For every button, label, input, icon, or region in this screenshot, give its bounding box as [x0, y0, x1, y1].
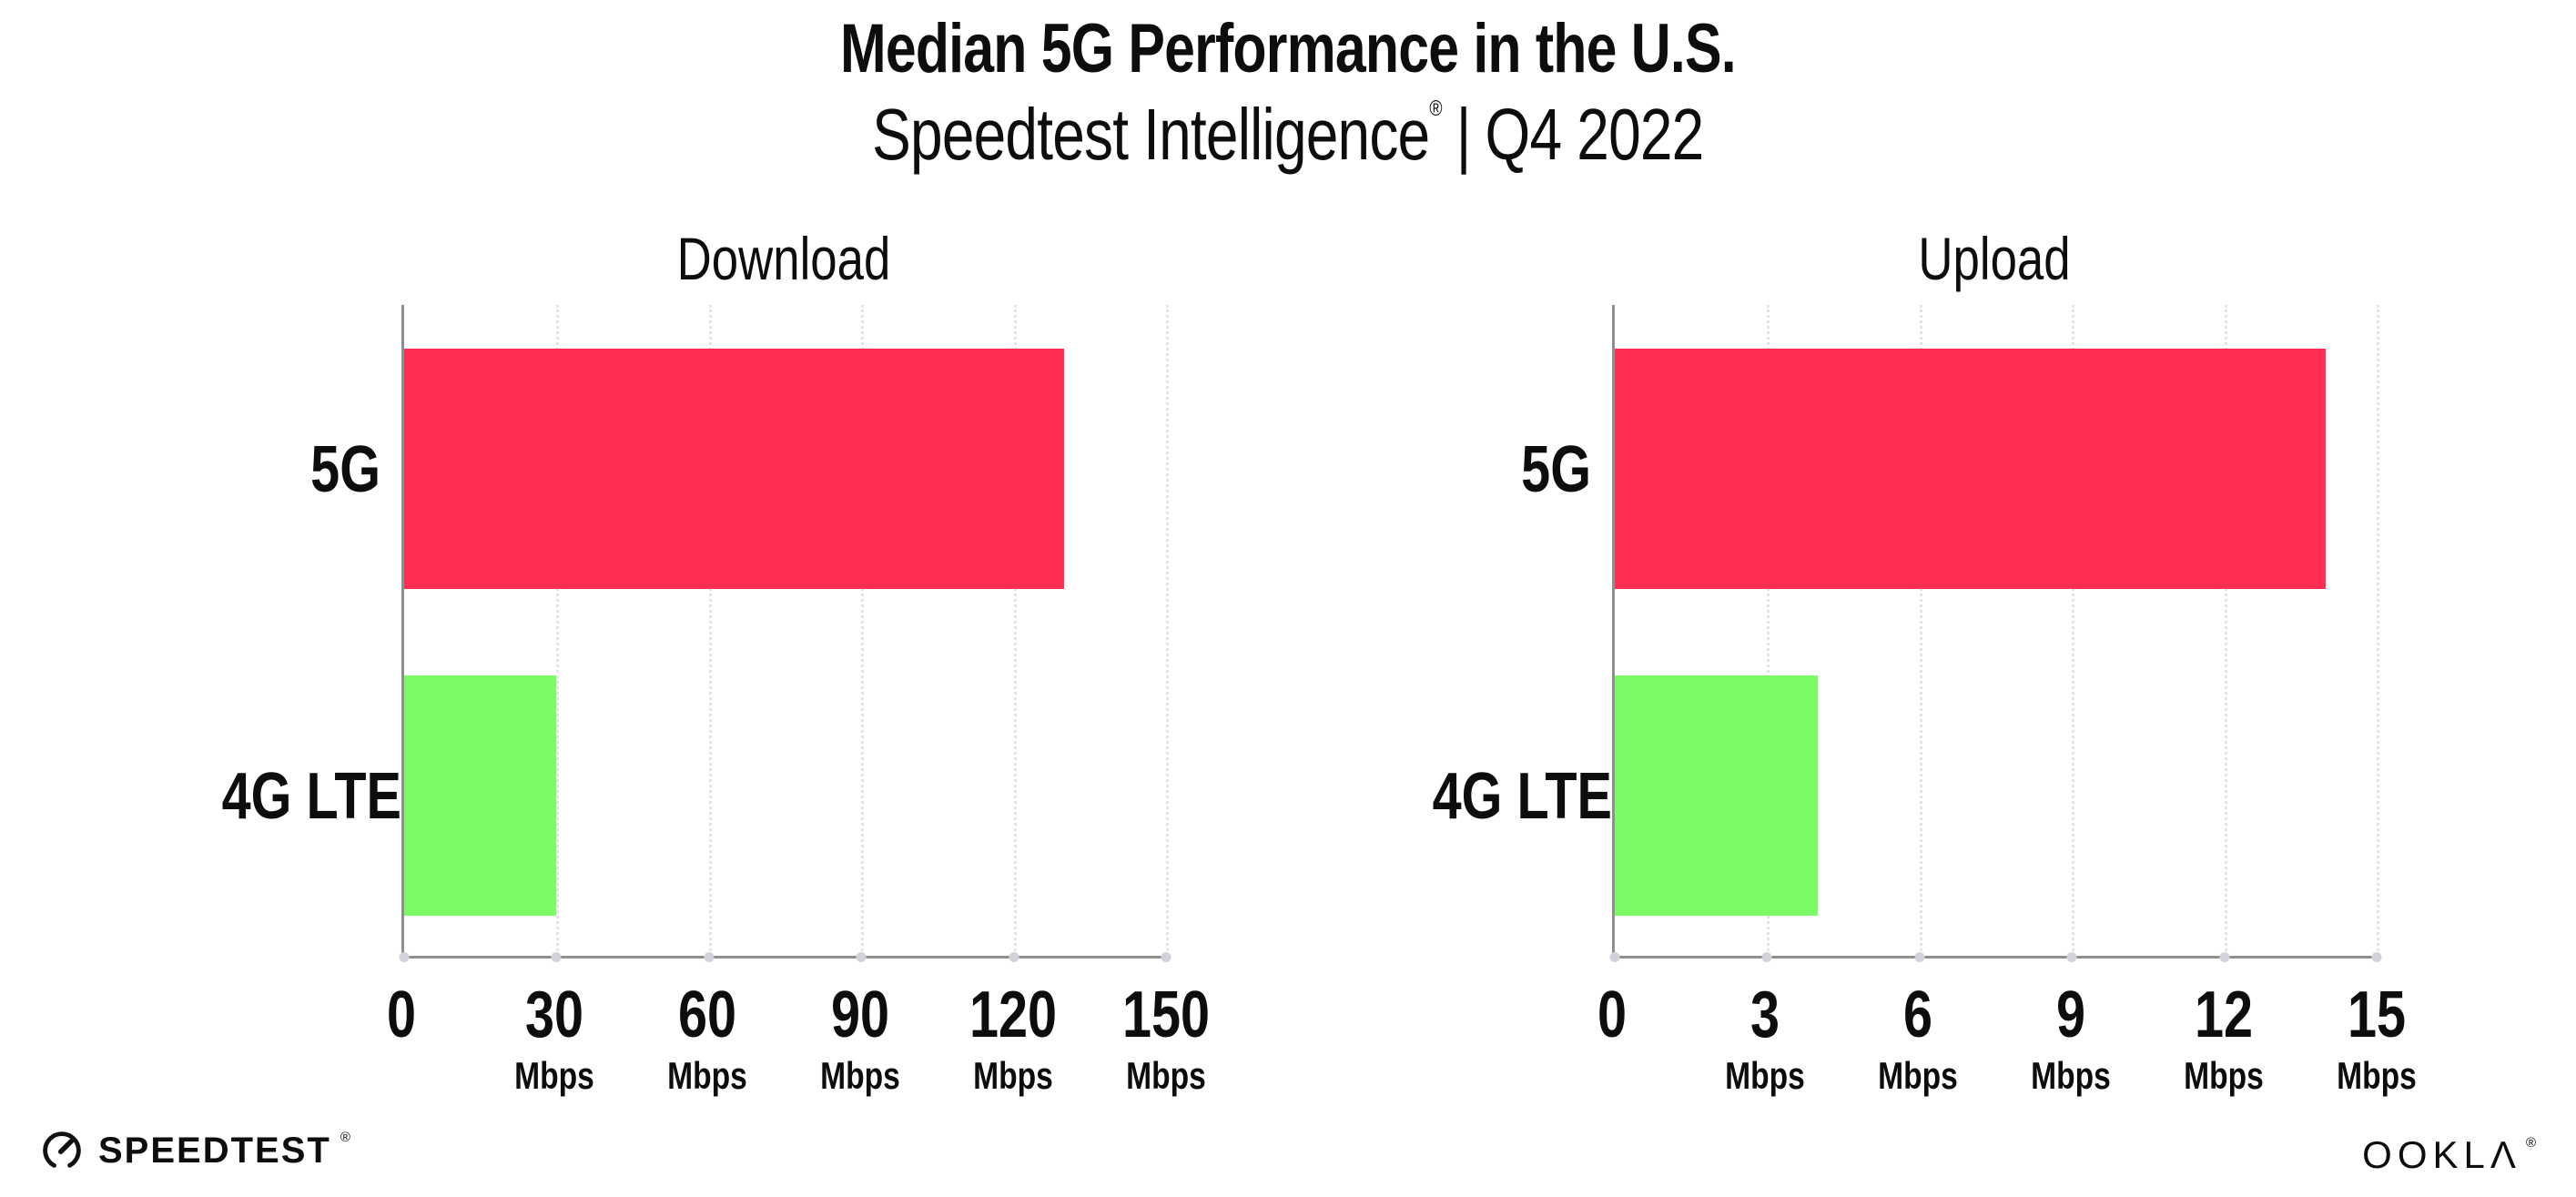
bar-5g-download — [404, 348, 1065, 589]
category-label-4g-lte: 4G LTE — [1432, 760, 1612, 833]
download-x-axis: 0 30 Mbps 60 Mbps 90 Mbps 120 Mbps 150 M… — [387, 959, 1210, 1159]
gridline — [556, 305, 560, 956]
x-tick: 12 Mbps — [2174, 982, 2274, 1095]
category-band-5g — [1615, 305, 2377, 632]
tick-value: 60 — [677, 979, 737, 1051]
bar-4g-lte-download — [404, 675, 557, 916]
tick-value: 3 — [1749, 979, 1780, 1051]
category-label-4g-lte: 4G LTE — [221, 760, 401, 833]
gridline — [2377, 305, 2379, 956]
tick-value: 120 — [969, 979, 1058, 1051]
tick-unit: Mbps — [667, 1054, 747, 1097]
x-tick: 60 Mbps — [657, 982, 757, 1095]
ookla-logo: OOKLΛ ® — [2362, 1136, 2536, 1174]
tick-unit: Mbps — [2031, 1054, 2111, 1097]
tick-dot — [2219, 952, 2230, 962]
tick-dot — [704, 952, 715, 962]
x-tick: 15 Mbps — [2327, 982, 2427, 1095]
speedtest-gauge-icon — [40, 1129, 84, 1172]
tick-dot — [551, 952, 562, 962]
category-label-5g: 5G — [1521, 433, 1591, 506]
download-chart: Download 5G 4G LTE 0 30 Mbps 60 — [182, 225, 1210, 1182]
gridline — [1013, 305, 1017, 956]
upload-x-axis: 0 3 Mbps 6 Mbps 9 Mbps 12 Mbps 15 Mbps — [1597, 959, 2417, 1159]
x-tick: 6 Mbps — [1868, 982, 1968, 1095]
gridline — [861, 305, 865, 956]
tick-unit: Mbps — [2337, 1054, 2417, 1097]
tick-value: 6 — [1902, 979, 1933, 1051]
tick-value: 0 — [386, 979, 417, 1051]
subtitle-brand: Speedtest Intelligence — [872, 94, 1430, 175]
tick-value: 30 — [524, 979, 584, 1051]
gridline — [1767, 305, 1770, 956]
x-tick: 90 Mbps — [810, 982, 910, 1095]
page-subtitle: Speedtest Intelligence® | Q4 2022 — [0, 93, 2576, 177]
tick-dot — [856, 952, 867, 962]
registered-mark: ® — [1429, 96, 1443, 121]
x-tick: 0 — [383, 982, 420, 1057]
tick-unit: Mbps — [514, 1054, 594, 1097]
page-title: Median 5G Performance in the U.S. — [0, 15, 2576, 84]
gridline — [1166, 305, 1169, 956]
x-tick: 3 Mbps — [1715, 982, 1815, 1095]
tick-unit: Mbps — [820, 1054, 900, 1097]
upload-chart-title: Upload — [1918, 225, 2071, 292]
download-chart-title: Download — [676, 225, 891, 292]
upload-chart: Upload 5G 4G LTE 0 3 Mbps 6 Mbp — [1393, 225, 2417, 1182]
tick-unit: Mbps — [1126, 1054, 1206, 1097]
category-band-4g-lte — [404, 632, 1166, 959]
tick-value: 9 — [2055, 979, 2086, 1051]
ookla-wordmark: OOKLΛ — [2362, 1133, 2521, 1176]
tick-unit: Mbps — [2184, 1054, 2264, 1097]
page-title-text: Median 5G Performance in the U.S. — [840, 10, 1737, 87]
tick-value: 150 — [1121, 979, 1211, 1051]
tick-value: 0 — [1597, 979, 1628, 1051]
gridline — [2072, 305, 2075, 956]
bar-4g-lte-upload — [1615, 675, 1819, 916]
tick-value: 15 — [2347, 979, 2407, 1051]
tick-value: 90 — [830, 979, 890, 1051]
download-plot-area — [399, 305, 1171, 962]
upload-plot-area — [1609, 305, 2382, 962]
category-label-5g: 5G — [310, 433, 380, 506]
tick-unit: Mbps — [1878, 1054, 1958, 1097]
tick-dot — [1609, 952, 1620, 962]
registered-mark: ® — [2525, 1135, 2536, 1151]
bar-5g-upload — [1615, 348, 2327, 589]
tick-dot — [1761, 952, 1772, 962]
tick-value: 12 — [2194, 979, 2254, 1051]
tick-dot — [1161, 952, 1171, 962]
tick-dot — [2371, 952, 2382, 962]
registered-mark: ® — [340, 1130, 350, 1145]
speedtest-wordmark: SPEEDTEST — [98, 1131, 331, 1171]
tick-unit: Mbps — [973, 1054, 1053, 1097]
x-tick: 30 Mbps — [504, 982, 604, 1095]
tick-dot — [2066, 952, 2077, 962]
x-tick: 9 Mbps — [2021, 982, 2121, 1095]
gridline — [1919, 305, 1922, 956]
tick-unit: Mbps — [1725, 1054, 1805, 1097]
tick-dot — [399, 952, 410, 962]
tick-dot — [1009, 952, 1019, 962]
speedtest-logo: SPEEDTEST ® — [40, 1129, 350, 1172]
subtitle-separator: | — [1455, 94, 1472, 175]
x-tick: 150 Mbps — [1111, 982, 1221, 1095]
tick-dot — [1914, 952, 1925, 962]
x-tick: 120 Mbps — [958, 982, 1068, 1095]
category-band-4g-lte — [1615, 632, 2377, 959]
gridline — [2224, 305, 2227, 956]
category-band-5g — [404, 305, 1166, 632]
x-tick: 0 — [1594, 982, 1630, 1057]
subtitle-period: Q4 2022 — [1485, 94, 1705, 175]
gridline — [708, 305, 712, 956]
